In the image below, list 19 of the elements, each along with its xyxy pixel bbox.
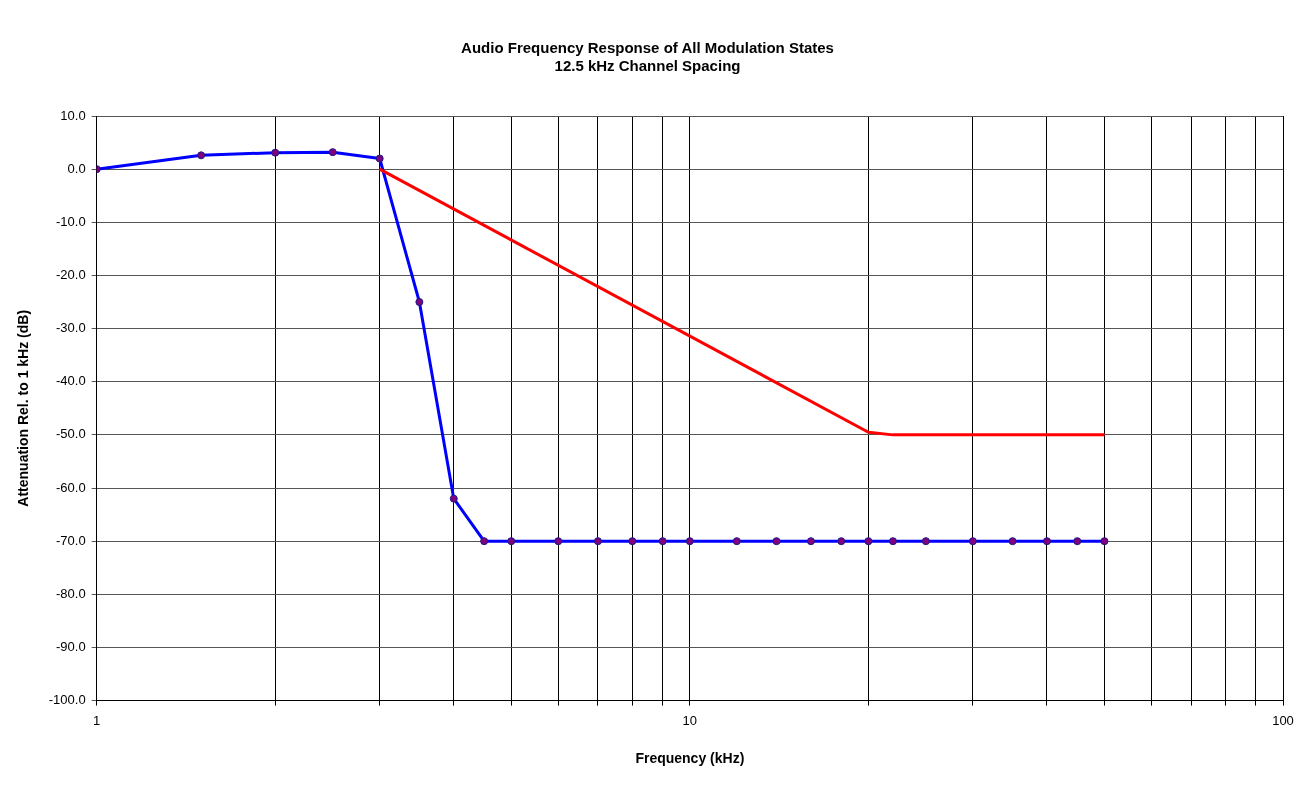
x-tick-label: 1 <box>93 712 101 728</box>
y-tick-label: -80.0 <box>56 585 86 601</box>
x-tick-label: 10 <box>682 712 698 728</box>
x-tick-label: 100 <box>1272 712 1294 728</box>
y-tick-label: -10.0 <box>56 213 86 229</box>
x-axis-title: Frequency (kHz) <box>635 750 745 767</box>
chart-title: Audio Frequency Response of All Modulation States <box>461 39 834 57</box>
y-tick-label: 0.0 <box>67 160 86 176</box>
y-axis-title: Attenuation Rel. to 1 kHz (dB) <box>15 309 32 507</box>
y-tick-label: -20.0 <box>56 267 86 283</box>
y-tick-label: -70.0 <box>56 532 86 548</box>
y-tick-label: -40.0 <box>56 373 86 389</box>
y-tick-label: -30.0 <box>56 320 86 336</box>
y-tick-label: -50.0 <box>56 426 86 442</box>
y-tick-label: -100.0 <box>48 692 86 708</box>
y-tick-label: -90.0 <box>56 639 86 655</box>
y-tick-label: -60.0 <box>56 479 86 495</box>
chart-subtitle: 12.5 kHz Channel Spacing <box>554 57 741 75</box>
y-tick-label: 10.0 <box>60 107 86 123</box>
